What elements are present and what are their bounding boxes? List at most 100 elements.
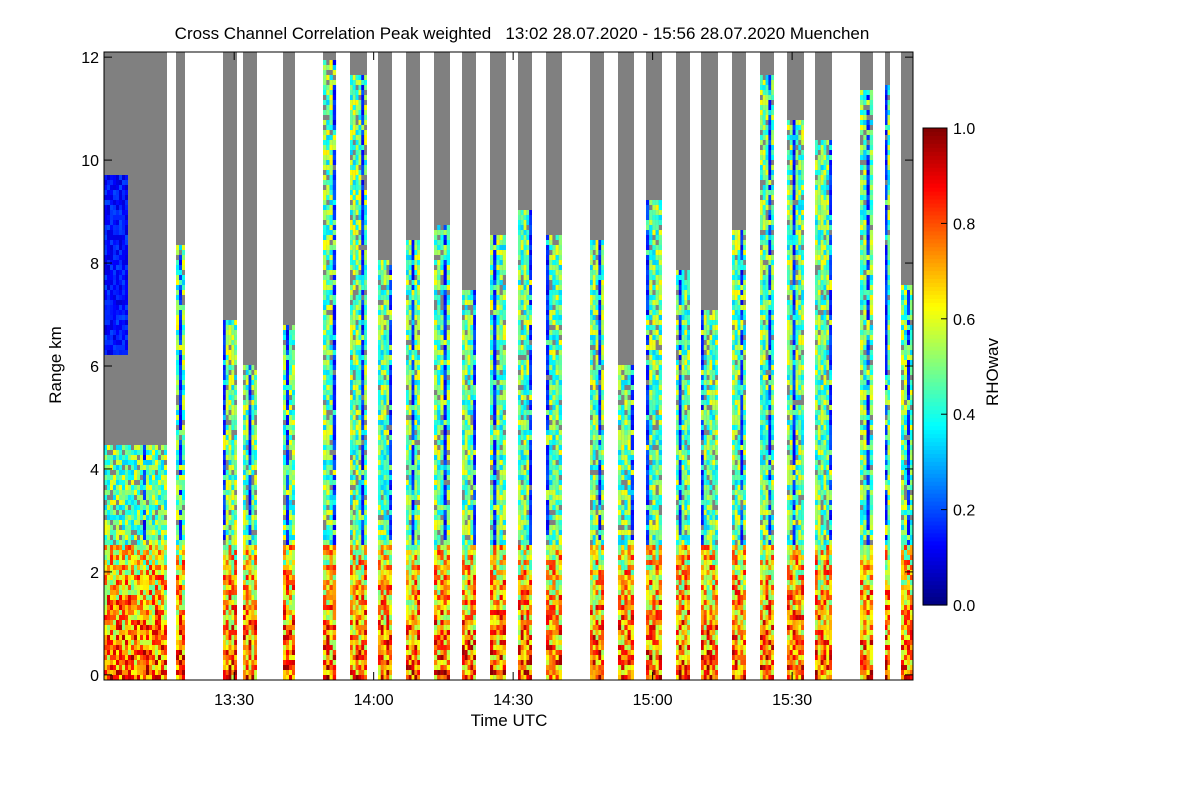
colorbar-band — [923, 509, 947, 515]
colorbar-band — [923, 215, 947, 221]
measurement-period-17 — [646, 52, 662, 680]
y-tick-label: 6 — [90, 359, 99, 376]
colorbar-band — [923, 231, 947, 236]
measurement-period-13 — [518, 52, 532, 680]
colorbar-band — [923, 259, 947, 264]
colorbar-band — [923, 139, 947, 145]
colorbar-band — [923, 310, 947, 316]
colorbar-band — [923, 449, 947, 455]
colorbar-band — [923, 128, 947, 133]
colorbar-band — [923, 318, 947, 324]
colorbar-band — [923, 358, 947, 364]
measurement-period-3 — [223, 52, 237, 680]
colorbar-band — [923, 334, 947, 340]
colorbar-band — [923, 179, 947, 185]
colorbar-band — [923, 469, 947, 475]
colorbar-band — [923, 175, 947, 181]
colorbar-band — [923, 191, 947, 197]
colorbar-band — [923, 406, 947, 411]
colorbar-band — [923, 453, 947, 459]
colorbar-band — [923, 446, 947, 451]
colorbar-band — [923, 294, 947, 300]
colorbar-band — [923, 366, 947, 372]
colorbar-band — [923, 529, 947, 535]
colorbar-band — [923, 263, 947, 268]
colorbar-band — [923, 465, 947, 471]
measurement-period-23 — [815, 52, 832, 680]
colorbar-band — [923, 287, 947, 292]
colorbar-band — [923, 402, 947, 407]
colorbar-band — [923, 581, 947, 586]
colorbar-band — [923, 481, 947, 487]
colorbar-band — [923, 350, 947, 356]
x-tick-label: 14:00 — [354, 692, 394, 709]
colorbar-band — [923, 557, 947, 562]
measurement-period-14 — [546, 52, 562, 680]
y-tick-label: 0 — [90, 668, 99, 685]
colorbar-band — [923, 199, 947, 205]
colorbar-band — [923, 143, 947, 149]
colorbar-band — [923, 597, 947, 602]
measurement-period-1 — [104, 52, 167, 680]
colorbar-band — [923, 585, 947, 590]
colorbar-tick-label: 0.6 — [953, 312, 975, 329]
colorbar-band — [923, 477, 947, 483]
colorbar-band — [923, 183, 947, 189]
colorbar-band — [923, 533, 947, 539]
colorbar-band — [923, 497, 947, 503]
colorbar-tick-label: 0.0 — [953, 598, 975, 615]
colorbar-band — [923, 151, 947, 157]
colorbar-band — [923, 473, 947, 479]
colorbar-band — [923, 505, 947, 511]
colorbar-band — [923, 378, 947, 384]
colorbar-band — [923, 314, 947, 320]
colorbar-band — [923, 521, 947, 527]
measurement-period-16 — [618, 52, 634, 680]
colorbar: 0.0 0.2 0.4 0.6 0.8 1.0 — [922, 121, 975, 615]
colorbar-band — [923, 203, 947, 209]
colorbar-band — [923, 298, 947, 304]
measurement-period-4 — [243, 52, 257, 680]
colorbar-band — [923, 302, 947, 308]
colorbar-band — [923, 338, 947, 344]
x-axis-label: Time UTC — [471, 711, 548, 730]
colorbar-band — [923, 207, 947, 213]
y-tick-label: 4 — [90, 462, 99, 479]
colorbar-band — [923, 457, 947, 463]
colorbar-band — [923, 426, 947, 431]
colorbar-band — [923, 573, 947, 578]
colorbar-band — [923, 163, 947, 169]
colorbar-band — [923, 422, 947, 427]
colorbar-band — [923, 374, 947, 380]
colorbar-band — [923, 537, 947, 542]
colorbar-band — [923, 167, 947, 173]
axes: 13:30 14:00 14:30 15:00 15:30 0 2 4 6 8 10 12 — [81, 50, 914, 709]
colorbar-band — [923, 243, 947, 248]
chart-title: Cross Channel Correlation Peak weighted … — [175, 24, 870, 43]
colorbar-band — [923, 438, 947, 443]
colorbar-frame — [922, 127, 948, 606]
colorbar-band — [923, 414, 947, 419]
colorbar-band — [923, 239, 947, 244]
colorbar-tick-label: 0.8 — [953, 216, 975, 233]
measurement-period-10 — [434, 52, 450, 680]
colorbar-band — [923, 434, 947, 439]
measurement-period-9 — [406, 52, 420, 680]
colorbar-band — [923, 493, 947, 499]
colorbar-band — [923, 211, 947, 217]
x-tick-label: 14:30 — [493, 692, 533, 709]
measurement-period-8 — [378, 52, 392, 680]
colorbar-band — [923, 545, 947, 550]
colorbar-band — [923, 247, 947, 252]
colorbar-band — [923, 382, 947, 387]
colorbar-band — [923, 561, 947, 566]
y-tick-label: 10 — [81, 153, 99, 170]
colorbar-band — [923, 251, 947, 256]
colorbar-band — [923, 589, 947, 594]
measurement-period-21 — [760, 52, 774, 680]
measurement-period-15 — [590, 52, 604, 680]
measurement-period-22 — [787, 52, 804, 680]
colorbar-band — [923, 501, 947, 507]
y-tick-label: 12 — [81, 50, 99, 67]
